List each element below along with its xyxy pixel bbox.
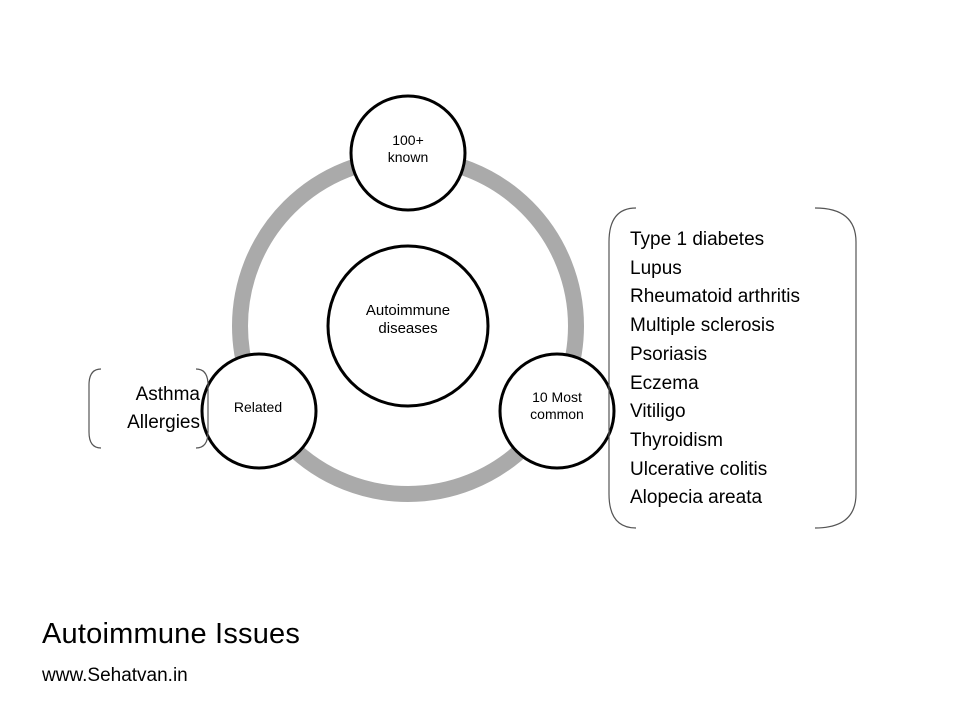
common-item: Psoriasis <box>630 343 708 365</box>
common-item: Thyroidism <box>630 429 723 451</box>
right-node-label: 10 Most common <box>530 389 584 422</box>
right-node-circle <box>498 352 616 470</box>
website-text: www.Sehatvan.in <box>42 665 188 686</box>
related-list: Asthma Allergies <box>104 381 200 437</box>
center-circle <box>326 244 490 408</box>
common-item: Multiple sclerosis <box>630 315 775 337</box>
top-node-label: 100+ known <box>387 132 429 165</box>
common-item: Alopecia areata <box>630 487 763 509</box>
center-label: Autoimmune diseases <box>365 302 451 337</box>
left-node-circle <box>200 352 318 470</box>
common-item: Rheumatoid arthritis <box>630 286 801 308</box>
related-left-bracket <box>88 368 102 449</box>
related-right-bracket <box>195 368 209 449</box>
left-node-label: Related <box>233 399 283 415</box>
common-item: Lupus <box>630 257 682 279</box>
related-item: Asthma <box>135 384 200 405</box>
related-item: Allergies <box>127 412 200 433</box>
common-item: Ulcerative colitis <box>630 458 768 480</box>
common-right-bracket <box>814 207 857 529</box>
common-left-bracket <box>608 207 637 529</box>
common-list: Type 1 diabetes Lupus Rheumatoid arthrit… <box>630 226 860 513</box>
top-node-circle <box>349 94 467 212</box>
page-title: Autoimmune Issues <box>42 618 301 650</box>
common-item: Type 1 diabetes <box>630 229 765 250</box>
common-item: Vitiligo <box>630 401 686 423</box>
common-item: Eczema <box>630 372 699 394</box>
